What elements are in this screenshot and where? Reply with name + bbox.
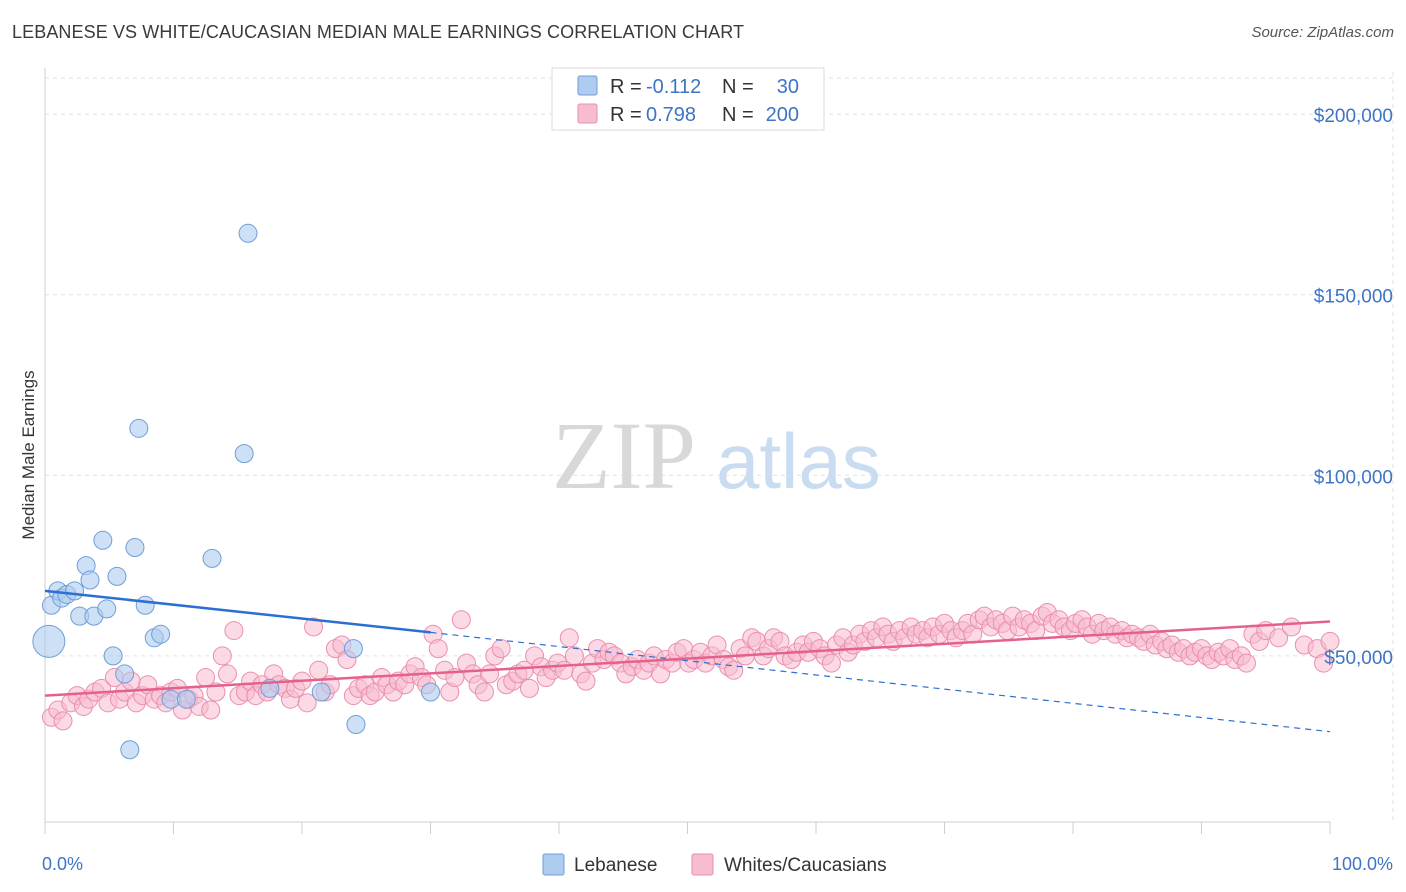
whites-point-90 xyxy=(559,628,579,648)
y-axis-label: Median Male Earnings xyxy=(19,370,38,539)
x-tick-label-0: 0.0% xyxy=(42,854,83,874)
legend-swatch-whites xyxy=(577,103,598,124)
lebanese-point-24 xyxy=(234,444,254,464)
lebanese-point-16 xyxy=(125,538,145,558)
lebanese-point-10 xyxy=(93,530,113,550)
whites-point-78 xyxy=(491,639,511,659)
whites-point-218 xyxy=(1320,631,1340,651)
whites-point-44 xyxy=(297,693,317,713)
lebanese-point-12 xyxy=(103,646,123,666)
bottom-legend-swatch-lebanese xyxy=(542,853,565,876)
bottom-legend-swatch-whites xyxy=(691,853,714,876)
legend-n-value-whites: 200 xyxy=(766,104,799,126)
stats-legend: R = -0.112 N = 30 R = 0.798 N = 200 xyxy=(551,67,825,131)
y-tick-label-3: $200,000 xyxy=(1314,106,1393,127)
lebanese-point-11 xyxy=(97,599,117,619)
lebanese-point-30 xyxy=(421,682,440,702)
lebanese-point-22 xyxy=(176,689,196,709)
y-tick-label-2: $150,000 xyxy=(1314,287,1393,308)
source-label: Source: ZipAtlas.com xyxy=(1251,24,1394,41)
x-tick-labels: 0.0% 100.0% xyxy=(42,854,1393,874)
whites-point-28 xyxy=(206,682,226,702)
x-tick-label-1: 100.0% xyxy=(1332,854,1393,874)
axes xyxy=(44,68,1331,834)
lebanese-point-25 xyxy=(238,223,258,243)
lebanese-point-28 xyxy=(343,639,363,659)
y-tick-label-1: $100,000 xyxy=(1314,467,1393,488)
whites-point-213 xyxy=(1269,628,1289,648)
whites-point-136 xyxy=(821,653,841,673)
whites-point-214 xyxy=(1281,617,1301,637)
series-lebanese-points xyxy=(32,223,440,760)
lebanese-trend-extrapolated xyxy=(430,631,1331,733)
whites-point-27 xyxy=(201,700,221,720)
legend-n-label-whites: N = xyxy=(722,104,754,126)
bottom-legend-label-lebanese: Lebanese xyxy=(574,855,657,876)
lebanese-point-0 xyxy=(32,624,66,658)
lebanese-point-8 xyxy=(80,570,100,590)
lebanese-point-27 xyxy=(311,682,331,702)
chart-title: LEBANESE VS WHITE/CAUCASIAN MEDIAN MALE … xyxy=(12,22,745,42)
lebanese-point-14 xyxy=(115,664,135,684)
legend-r-value-whites: 0.798 xyxy=(646,104,696,126)
lebanese-point-5 xyxy=(65,581,85,601)
whites-point-45 xyxy=(304,617,324,637)
whites-point-217 xyxy=(1314,653,1334,673)
lebanese-trend-line xyxy=(44,589,431,634)
lebanese-point-13 xyxy=(107,566,127,586)
lebanese-point-20 xyxy=(151,624,171,644)
lebanese-point-17 xyxy=(129,418,149,438)
bottom-legend: Lebanese Whites/Caucasians xyxy=(542,853,887,876)
lebanese-point-18 xyxy=(135,595,155,615)
whites-point-75 xyxy=(474,682,494,702)
whites-trend-line xyxy=(44,620,1331,697)
whites-point-31 xyxy=(224,621,244,641)
series-whites-points xyxy=(41,603,1340,731)
legend-swatch-lebanese xyxy=(577,75,598,96)
legend-r-label-whites: R = xyxy=(610,104,642,126)
bottom-legend-label-whites: Whites/Caucasians xyxy=(724,855,887,876)
watermark: ZIP atlas xyxy=(552,402,881,509)
y-tick-label-0: $50,000 xyxy=(1324,648,1393,669)
lebanese-point-23 xyxy=(202,548,222,568)
whites-point-76 xyxy=(480,664,500,684)
whites-point-46 xyxy=(309,660,329,680)
trend-lines xyxy=(44,589,1331,733)
whites-point-67 xyxy=(428,639,448,659)
whites-point-93 xyxy=(576,671,596,691)
whites-point-29 xyxy=(212,646,232,666)
lebanese-point-29 xyxy=(346,714,366,734)
whites-point-30 xyxy=(217,664,237,684)
whites-point-91 xyxy=(564,646,584,666)
legend-n-label-lebanese: N = xyxy=(722,76,754,98)
legend-n-value-lebanese: 30 xyxy=(777,76,799,98)
whites-point-83 xyxy=(519,678,539,698)
watermark-zip: ZIP xyxy=(552,402,696,509)
whites-point-2 xyxy=(53,711,73,731)
whites-point-119 xyxy=(724,660,744,680)
legend-r-label-lebanese: R = xyxy=(610,76,642,98)
legend-r-value-lebanese: -0.112 xyxy=(646,76,701,98)
whites-point-209 xyxy=(1236,653,1256,673)
whites-point-71 xyxy=(451,610,471,630)
y-tick-labels: $50,000 $100,000 $150,000 $200,000 xyxy=(1314,106,1393,669)
lebanese-point-15 xyxy=(120,740,140,760)
watermark-atlas: atlas xyxy=(716,417,881,505)
